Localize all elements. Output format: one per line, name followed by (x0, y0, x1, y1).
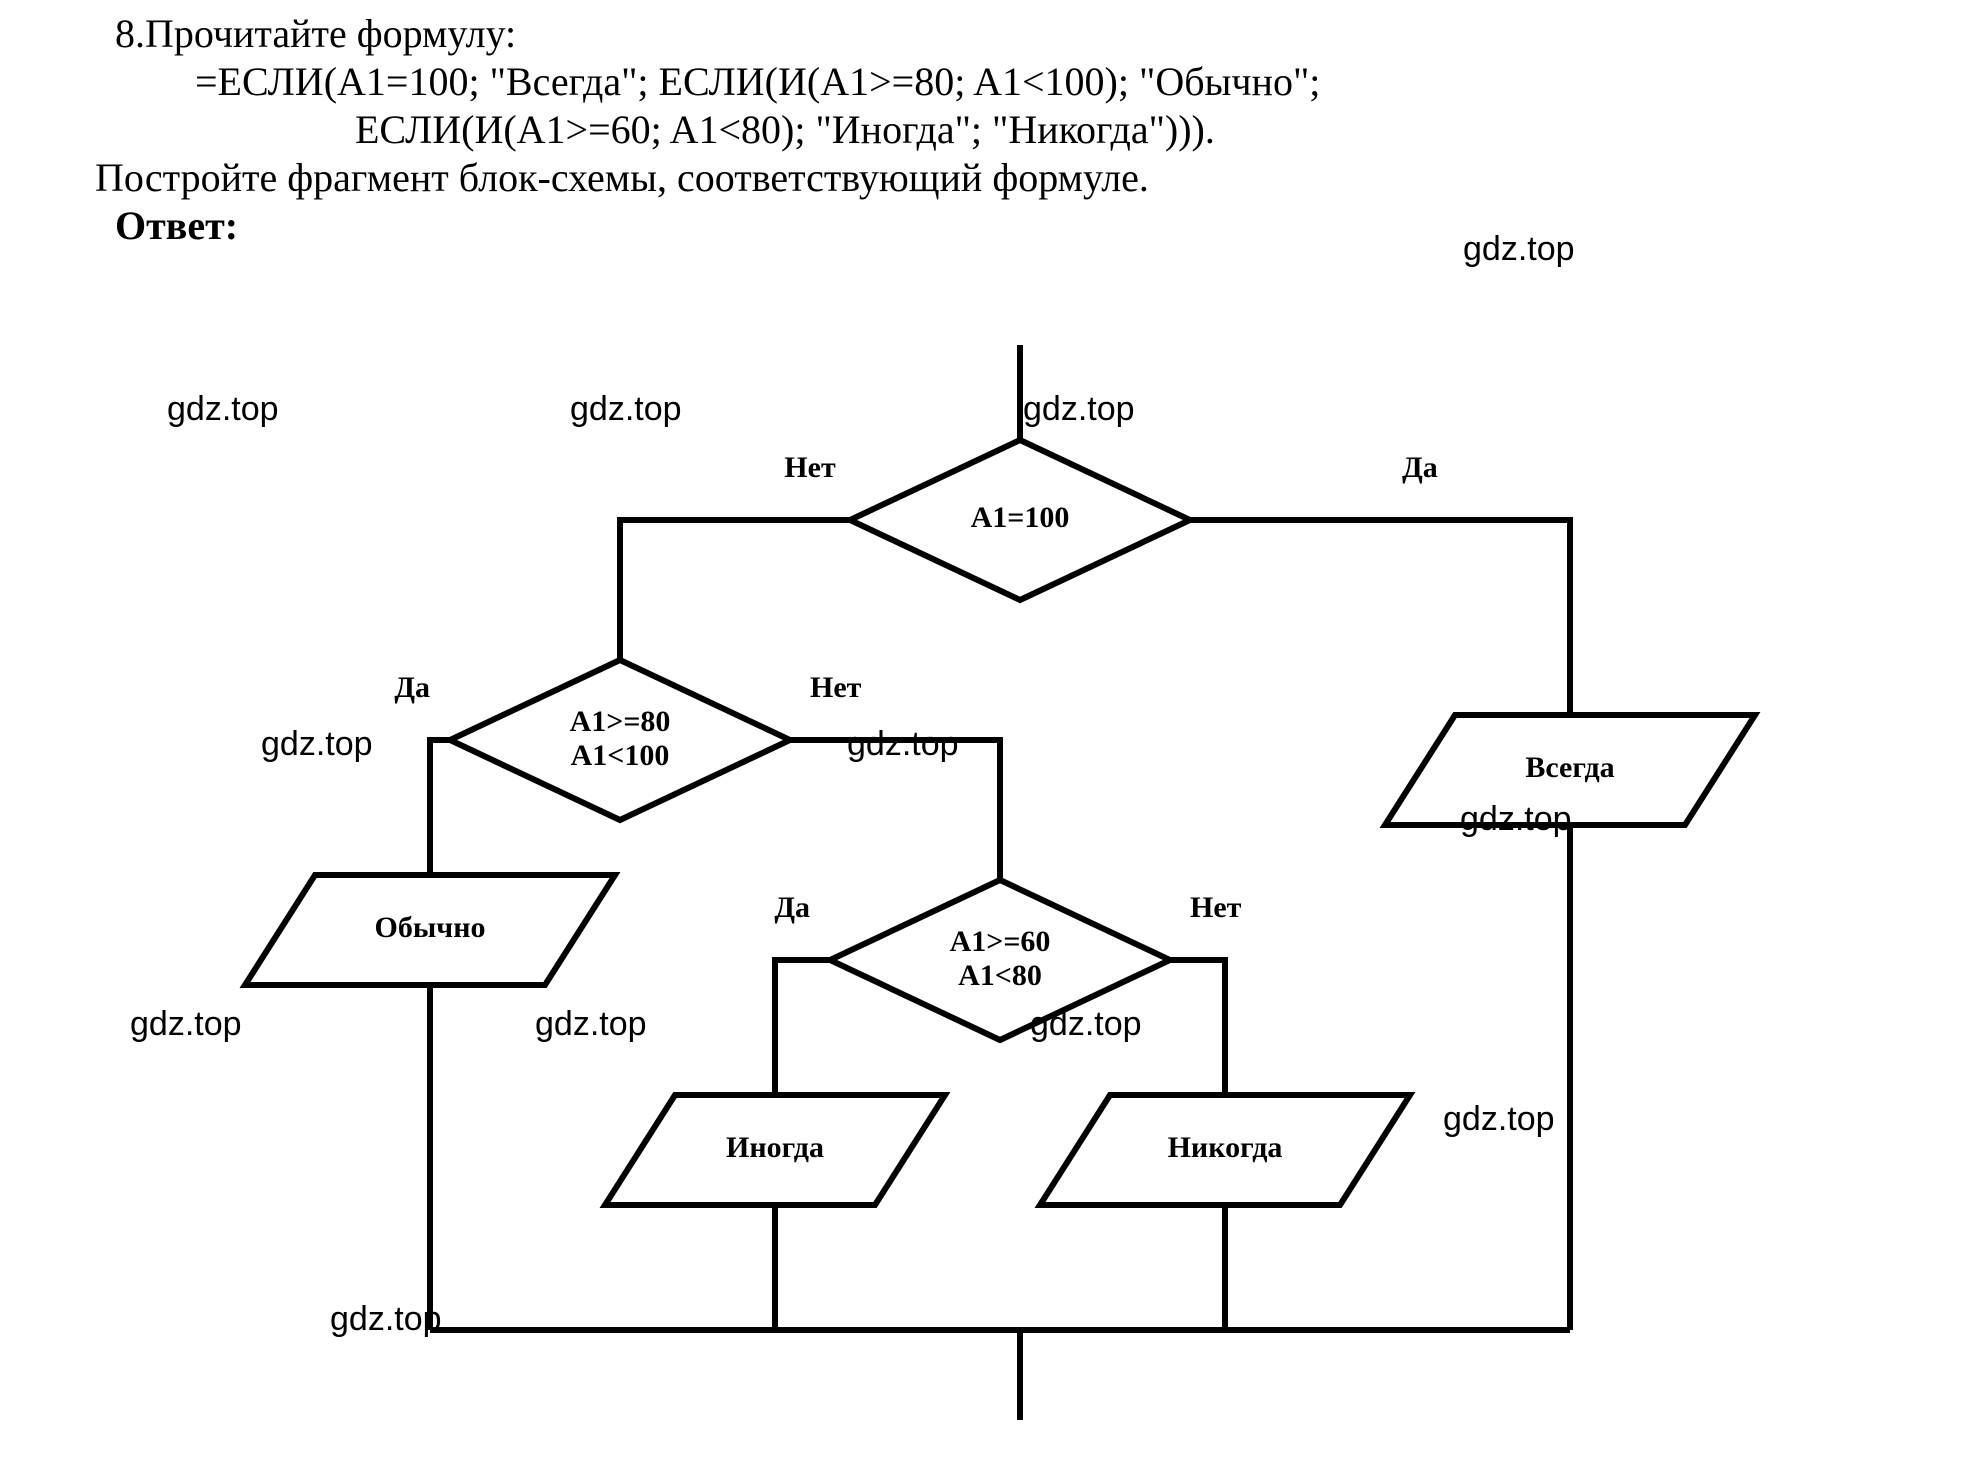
svg-text:Да: Да (1402, 451, 1438, 484)
watermark: gdz.top (847, 725, 959, 764)
svg-text:Да: Да (774, 891, 810, 924)
svg-text:A1=100: A1=100 (971, 501, 1070, 534)
svg-text:Обычно: Обычно (375, 911, 486, 944)
svg-text:Никогда: Никогда (1168, 1131, 1283, 1164)
watermark: gdz.top (1030, 1005, 1142, 1044)
svg-text:Иногда: Иногда (726, 1131, 824, 1164)
watermark: gdz.top (1463, 230, 1575, 269)
svg-text:Нет: Нет (810, 671, 862, 704)
watermark: gdz.top (261, 725, 373, 764)
watermark: gdz.top (570, 390, 682, 429)
watermark: gdz.top (167, 390, 279, 429)
page: 8.Прочитайте формулу: =ЕСЛИ(A1=100; "Все… (0, 0, 1986, 1480)
svg-text:A1>=80: A1>=80 (570, 705, 671, 738)
watermark: gdz.top (1460, 800, 1572, 839)
svg-text:A1<100: A1<100 (571, 739, 670, 772)
svg-text:Да: Да (394, 671, 430, 704)
svg-text:A1<80: A1<80 (958, 959, 1042, 992)
watermark: gdz.top (1443, 1100, 1555, 1139)
svg-text:Нет: Нет (1190, 891, 1242, 924)
watermark: gdz.top (330, 1300, 442, 1339)
watermark: gdz.top (535, 1005, 647, 1044)
watermark: gdz.top (130, 1005, 242, 1044)
svg-text:A1>=60: A1>=60 (950, 925, 1051, 958)
svg-text:Всегда: Всегда (1525, 751, 1614, 784)
svg-text:Нет: Нет (784, 451, 836, 484)
watermark: gdz.top (1023, 390, 1135, 429)
